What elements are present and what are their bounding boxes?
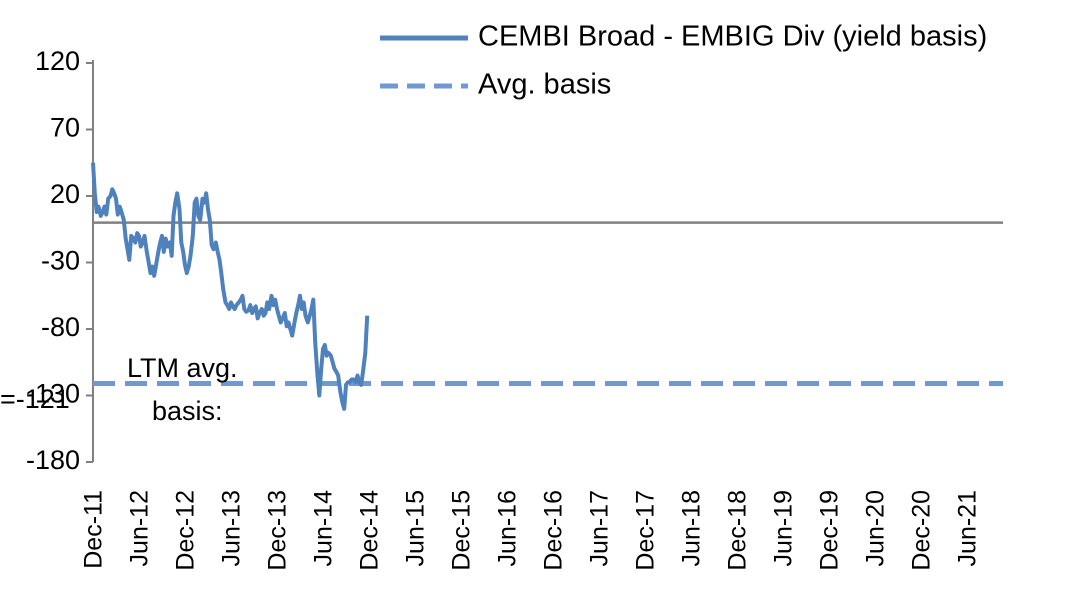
x-tick-label: Dec-11: [80, 490, 108, 569]
x-tick-label: Jun-19: [770, 490, 798, 566]
x-tick-label: Jun-14: [310, 490, 338, 567]
x-tick-label: Dec-14: [356, 490, 384, 571]
x-tick-label: Jun-12: [126, 490, 154, 566]
y-axis-ticks: 120 70 20 -30 -80 -130 -180: [26, 46, 93, 475]
x-tick-label: Dec-15: [448, 490, 476, 571]
legend-label-series: CEMBI Broad - EMBIG Div (yield basis): [478, 21, 987, 53]
y-tick-label: -180: [26, 445, 80, 475]
x-tick-label: Jun-20: [862, 490, 890, 566]
x-tick-label: Dec-17: [632, 490, 660, 571]
x-tick-label: Jun-16: [494, 490, 522, 566]
y-tick-label: -130: [26, 379, 80, 409]
x-tick-label: Dec-16: [540, 490, 568, 571]
y-tick-label: 20: [50, 179, 80, 209]
x-tick-label: Dec-20: [908, 490, 936, 571]
x-tick-label: Jun-13: [218, 490, 246, 566]
x-tick-label: Jun-18: [678, 490, 706, 566]
series-line-cembi-embig: [91, 162, 370, 411]
ltm-avg-label-line2: basis:: [152, 396, 223, 426]
y-tick-label: -30: [41, 246, 80, 276]
x-tick-label: Dec-18: [724, 490, 752, 571]
ltm-avg-value-label: =-121: [0, 384, 70, 414]
x-axis-ticks: Dec-11 Jun-12 Dec-12 Jun-13 Dec-13 Jun-14 Dec-…: [80, 490, 982, 571]
ltm-avg-label-line1: LTM avg.: [127, 353, 238, 383]
legend-label-avg: Avg. basis: [478, 69, 611, 101]
x-tick-label: Jun-21: [954, 490, 982, 566]
x-tick-label: Jun-15: [402, 490, 430, 566]
y-tick-label: -80: [41, 312, 80, 342]
y-tick-label: 120: [35, 46, 80, 76]
x-tick-label: Dec-12: [172, 490, 200, 571]
y-tick-label: 70: [50, 113, 80, 143]
legend: CEMBI Broad - EMBIG Div (yield basis) Av…: [380, 21, 987, 101]
x-tick-label: Jun-17: [586, 490, 614, 566]
x-tick-label: Dec-19: [816, 490, 844, 571]
x-tick-label: Dec-13: [264, 490, 292, 571]
